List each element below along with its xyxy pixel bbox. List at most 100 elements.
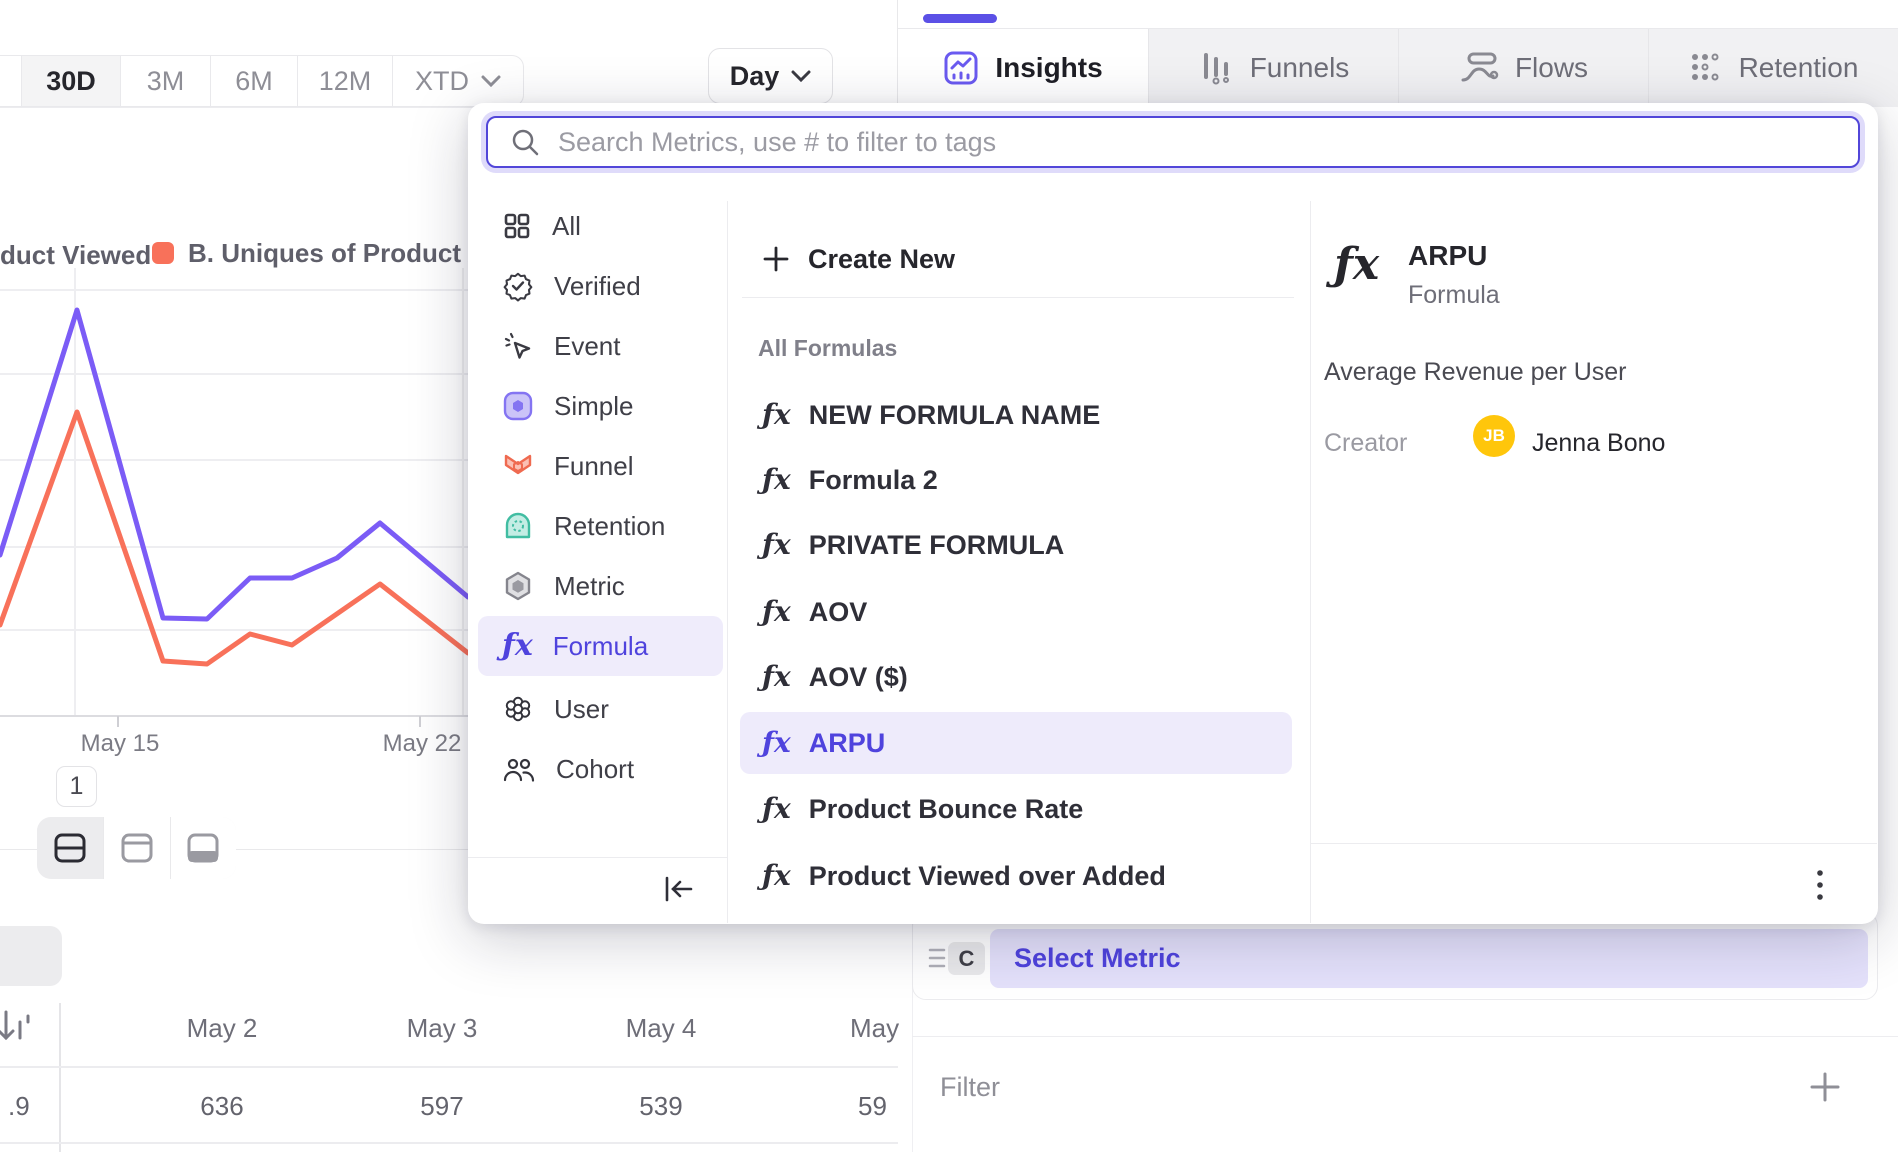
layout-split-horizontal-button[interactable] xyxy=(37,817,104,879)
date-range-12m[interactable]: 12M xyxy=(298,55,393,107)
row-tab-chip xyxy=(0,926,62,986)
tab-funnels[interactable]: Funnels xyxy=(1148,29,1398,107)
table-cell: 636 xyxy=(200,1091,244,1121)
table-header-may2[interactable]: May 2 xyxy=(186,1013,258,1043)
formula-item-product-viewed-over-added[interactable]: ƒx Product Viewed over Added xyxy=(762,859,1166,892)
table-row-border xyxy=(0,1142,898,1144)
simple-metric-icon xyxy=(503,391,533,421)
table-cell: 539 xyxy=(639,1091,683,1121)
fx-icon: ƒx xyxy=(762,660,791,693)
cohort-icon xyxy=(503,758,535,782)
layout-toggle-group xyxy=(37,817,236,879)
category-retention[interactable]: Retention xyxy=(478,496,723,556)
formula-item-aov[interactable]: ƒx AOV xyxy=(762,595,868,628)
category-event[interactable]: Event xyxy=(478,316,723,376)
table-header-may3[interactable]: May 3 xyxy=(406,1013,478,1043)
detail-fx-icon: ƒx xyxy=(1334,239,1380,290)
legend-b-swatch xyxy=(152,242,174,264)
detail-description: Average Revenue per User xyxy=(1324,358,1627,386)
funnel-metric-icon xyxy=(504,454,532,475)
formula-fx-icon: ƒx xyxy=(502,628,533,663)
detail-creator-label: Creator xyxy=(1324,429,1408,457)
user-cluster-icon xyxy=(505,696,531,722)
detail-footer-divider xyxy=(1311,843,1877,844)
table-column-divider xyxy=(59,1003,61,1152)
fx-icon: ƒx xyxy=(762,528,791,561)
category-simple[interactable]: Simple xyxy=(478,376,723,436)
metric-search-field[interactable] xyxy=(486,116,1860,168)
sort-descending-icon[interactable] xyxy=(0,1008,32,1044)
active-report-indicator xyxy=(923,14,997,23)
table-header-border xyxy=(0,1066,898,1068)
verified-badge-icon xyxy=(503,272,533,302)
fx-icon: ƒx xyxy=(762,726,791,759)
insights-icon xyxy=(944,51,978,85)
category-all[interactable]: All xyxy=(478,196,723,256)
date-range-6m[interactable]: 6M xyxy=(211,55,298,107)
metric-picker-modal: All Verified Event Simple xyxy=(468,103,1878,924)
date-range-group: 30D 3M 6M 12M XTD xyxy=(0,55,524,107)
tab-flows[interactable]: Flows xyxy=(1398,29,1648,107)
formula-item-private-formula[interactable]: ƒx PRIVATE FORMULA xyxy=(762,528,1065,561)
filter-label: Filter xyxy=(940,1072,1000,1102)
metric-position-badge: C xyxy=(948,942,985,975)
category-funnel[interactable]: Funnel xyxy=(478,436,723,496)
category-cohort[interactable]: Cohort xyxy=(478,739,723,799)
formula-item-product-bounce-rate[interactable]: ƒx Product Bounce Rate xyxy=(762,792,1084,825)
legend-item-a[interactable]: duct Viewed xyxy=(0,240,151,270)
create-new-button[interactable]: Create New xyxy=(740,228,1292,290)
chevron-down-icon xyxy=(481,75,501,87)
search-input[interactable] xyxy=(558,126,1858,158)
layout-bottom-panel-button[interactable] xyxy=(169,817,236,879)
category-user[interactable]: User xyxy=(478,679,723,739)
formula-item-aov-dollar[interactable]: ƒx AOV ($) xyxy=(762,660,908,693)
search-icon xyxy=(512,129,539,156)
fx-icon: ƒx xyxy=(762,463,791,496)
kebab-menu-icon[interactable] xyxy=(1813,868,1827,902)
category-formula[interactable]: ƒx Formula xyxy=(478,616,723,676)
date-range-30d[interactable]: 30D xyxy=(22,55,121,107)
panel-divider xyxy=(912,924,913,1152)
chevron-down-icon xyxy=(791,70,811,82)
formula-item-formula-2[interactable]: ƒx Formula 2 xyxy=(762,463,938,496)
metric-hexagon-icon xyxy=(505,571,531,601)
plus-icon xyxy=(763,246,789,272)
drag-handle-icon[interactable] xyxy=(928,945,946,971)
date-range-3m[interactable]: 3M xyxy=(121,55,211,107)
retention-metric-icon xyxy=(505,512,531,539)
select-metric-button[interactable]: Select Metric xyxy=(990,929,1868,988)
category-metric[interactable]: Metric xyxy=(478,556,723,616)
series-b-line xyxy=(0,409,471,667)
table-header-may4[interactable]: May 4 xyxy=(625,1013,697,1043)
x-tick-label-may22: May 22 xyxy=(382,730,462,757)
legend-item-b[interactable]: B. Uniques of Product Add xyxy=(152,238,518,268)
fx-icon: ƒx xyxy=(762,792,791,825)
header-divider xyxy=(897,0,898,107)
flows-icon xyxy=(1461,52,1499,82)
date-range-xtd[interactable]: XTD xyxy=(393,55,524,107)
fx-icon: ƒx xyxy=(762,595,791,628)
pagination-page-1[interactable]: 1 xyxy=(56,766,97,807)
table-cell: 597 xyxy=(420,1091,464,1121)
tab-retention[interactable]: Retention xyxy=(1648,29,1898,107)
layout-top-panel-button[interactable] xyxy=(103,817,170,879)
tab-insights[interactable]: Insights xyxy=(898,29,1148,107)
legend-a-label: duct Viewed xyxy=(0,240,152,270)
granularity-dropdown[interactable]: Day xyxy=(708,48,833,104)
top-panel-icon xyxy=(121,833,153,863)
category-verified[interactable]: Verified xyxy=(478,256,723,316)
creator-avatar: JB xyxy=(1473,415,1515,457)
detail-divider xyxy=(1310,201,1311,923)
date-range-partial[interactable] xyxy=(0,55,22,107)
table-header-truncated[interactable]: May xyxy=(850,1013,900,1043)
add-filter-button[interactable] xyxy=(1808,1070,1842,1104)
line-chart xyxy=(0,268,898,727)
formula-item-arpu[interactable]: ƒx ARPU xyxy=(740,712,1292,774)
event-click-icon xyxy=(504,332,531,359)
collapse-sidebar-icon[interactable] xyxy=(663,875,695,903)
detail-type: Formula xyxy=(1408,281,1500,309)
section-header: All Formulas xyxy=(758,335,898,361)
formula-item-new-formula-name[interactable]: ƒx NEW FORMULA NAME xyxy=(762,398,1101,431)
funnels-icon xyxy=(1203,53,1229,85)
sidebar-bottom-divider xyxy=(468,857,727,858)
